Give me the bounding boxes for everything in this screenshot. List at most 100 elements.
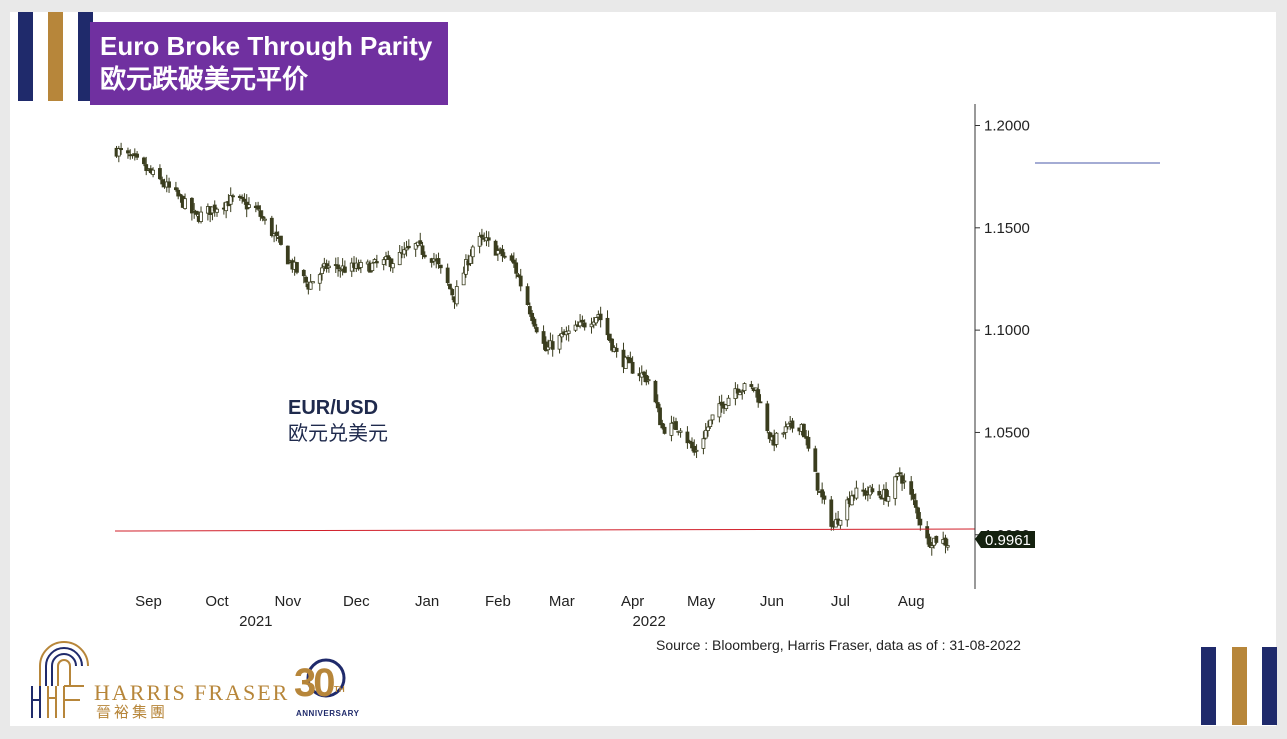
candle-body: [607, 333, 612, 341]
candle-body: [738, 391, 742, 396]
candle-body: [151, 169, 155, 175]
candle-body: [644, 374, 649, 383]
candle-body: [546, 346, 551, 351]
candle-body: [402, 249, 407, 255]
candle-body: [582, 322, 587, 328]
candle-body: [877, 490, 882, 496]
candle-body: [420, 245, 425, 255]
candle-body: [674, 421, 678, 430]
candle-body: [477, 235, 482, 247]
candle-body: [468, 255, 473, 264]
candle-body: [511, 259, 516, 264]
candle-body: [735, 388, 740, 394]
candle-body: [913, 500, 918, 508]
x-year-label: 2022: [632, 613, 665, 630]
candle-body: [578, 321, 582, 327]
candle-body: [404, 247, 409, 251]
candle-body: [614, 347, 619, 352]
candle-body: [642, 371, 646, 376]
candle-body: [372, 259, 377, 263]
candle-body: [509, 255, 514, 261]
candle-body: [516, 274, 521, 278]
candle-body: [144, 164, 149, 171]
candle-body: [610, 338, 614, 351]
candle-body: [358, 262, 363, 268]
parity-line: [114, 528, 976, 532]
candle-body: [502, 255, 507, 258]
candle-body: [158, 168, 162, 180]
candle-body: [320, 267, 324, 274]
candle-body: [370, 262, 375, 272]
candle-body: [327, 265, 331, 269]
x-month-label: Mar: [549, 593, 575, 610]
candle-body: [450, 289, 455, 296]
candle-body: [557, 335, 562, 350]
candle-body: [783, 426, 788, 433]
candle-body: [589, 323, 594, 328]
candle-body: [943, 537, 948, 546]
candle-body: [669, 422, 674, 436]
source-note: Source : Bloomberg, Harris Fraser, data …: [656, 637, 1021, 653]
candle-body: [541, 331, 546, 344]
candle-body: [390, 263, 395, 269]
candle-body: [338, 269, 343, 272]
candle-body: [927, 536, 932, 547]
x-month-label: Apr: [621, 593, 644, 610]
candle-body: [374, 261, 379, 264]
candle-body: [285, 245, 290, 265]
candle-body: [706, 426, 710, 431]
y-tick-label: 1.1000: [984, 322, 1030, 339]
candle-body: [500, 248, 505, 257]
candle-body: [178, 194, 183, 197]
x-axis-labels: Sep Oct Nov Dec Jan Feb Mar Apr May Jun Jul Aug 2021…: [135, 593, 924, 630]
candle-body: [194, 210, 199, 215]
candle-body: [726, 397, 731, 406]
brand-stripe-gold: [48, 12, 63, 101]
candle-body: [929, 545, 934, 549]
candle-body: [801, 423, 806, 438]
candle-body: [448, 283, 452, 290]
y-tick-label: 1.2000: [984, 117, 1030, 134]
candle-body: [895, 473, 900, 477]
candle-body: [493, 240, 498, 256]
candle-body: [256, 205, 261, 210]
candle-body: [174, 187, 178, 191]
title-chinese: 欧元跌破美元平价: [100, 64, 309, 94]
candle-body: [212, 204, 217, 212]
candle-body: [598, 313, 603, 321]
candle-body: [413, 243, 418, 250]
candle-body: [470, 246, 475, 258]
candle-body: [495, 250, 500, 255]
candle-body: [628, 357, 633, 364]
candle-body: [945, 545, 950, 548]
candle-body: [240, 196, 245, 199]
series-label-chinese: 欧元兑美元: [288, 423, 388, 445]
candle-body: [845, 499, 850, 521]
x-month-label: Feb: [485, 593, 511, 610]
candle-body: [756, 389, 761, 403]
brand-stripe-navy-2: [78, 12, 93, 101]
x-month-label: Jun: [760, 593, 784, 610]
candle-body: [658, 407, 662, 426]
x-month-label: Nov: [274, 593, 301, 610]
candle-body: [646, 379, 651, 382]
candle-body: [269, 217, 274, 236]
anniversary-number: 30: [294, 661, 335, 705]
candle-body: [893, 476, 898, 499]
candle-body: [116, 148, 121, 157]
candle-body: [749, 384, 754, 387]
candle-body: [897, 472, 902, 475]
candle-body: [530, 312, 535, 321]
last-value-marker: 0.9961: [975, 531, 1035, 549]
candle-body: [886, 496, 891, 502]
candle-body: [918, 518, 923, 526]
candle-body: [445, 267, 450, 284]
candle-body: [660, 423, 665, 429]
candle-body: [655, 402, 660, 409]
candle-body: [308, 281, 313, 290]
candle-body: [900, 475, 904, 484]
candle-body: [228, 195, 233, 205]
candle-body: [838, 519, 843, 526]
candle-body: [813, 448, 818, 472]
x-year-label: 2021: [239, 613, 272, 630]
